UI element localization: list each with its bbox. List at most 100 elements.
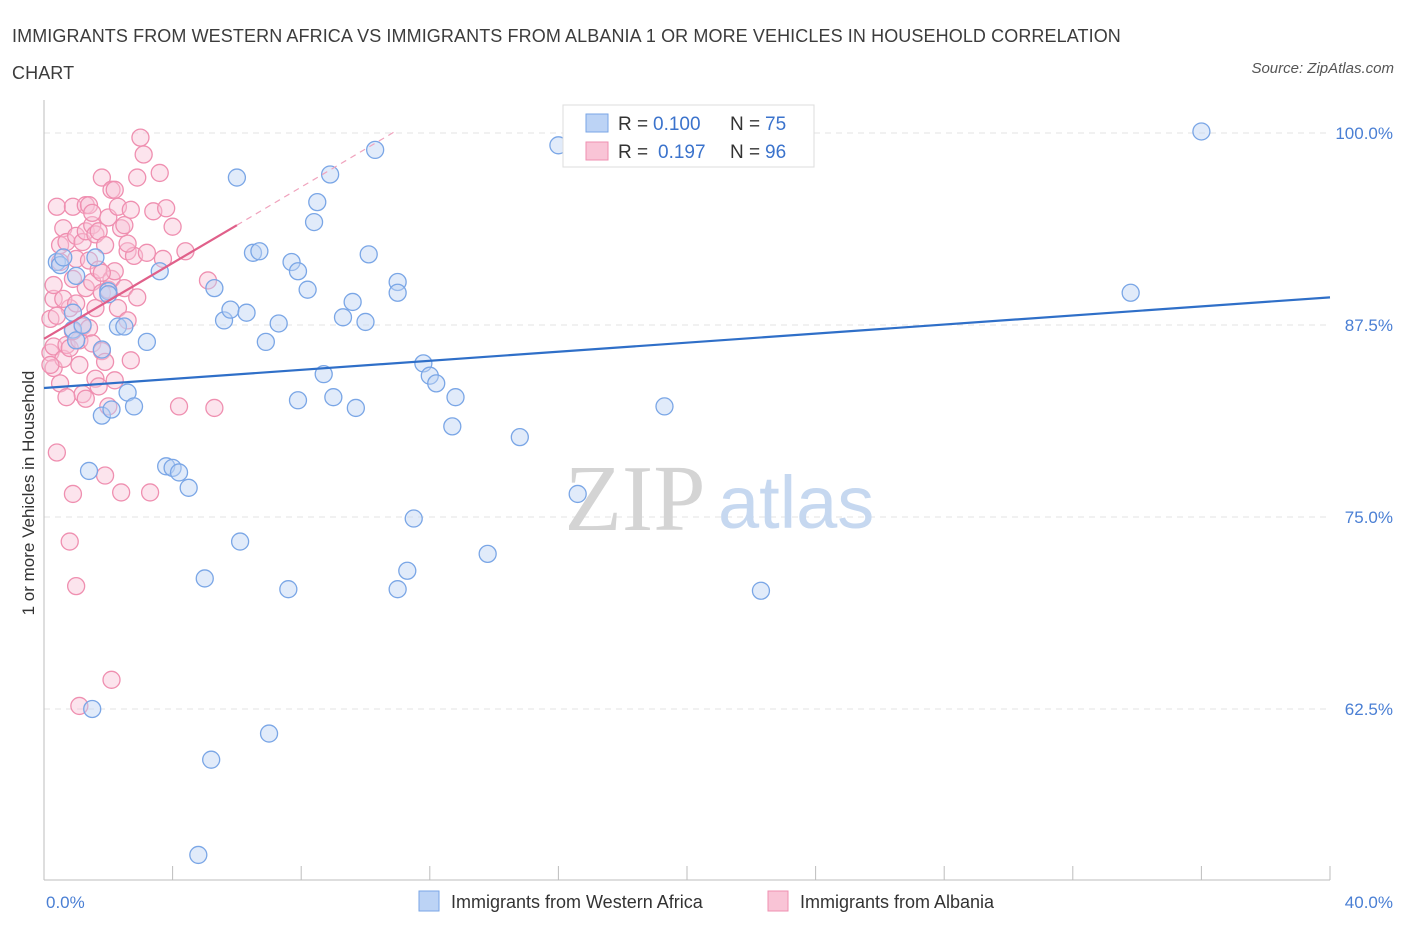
western-africa-point-38: [288, 391, 308, 410]
y-tick-label-0: 100.0%: [1335, 124, 1393, 143]
albania-point-69: [128, 288, 147, 307]
western-africa-point-15: [137, 332, 157, 352]
legend-r-label-2: R =: [618, 142, 648, 163]
albania-point-65: [121, 200, 140, 219]
legend-r-value-2: 0.197: [658, 142, 706, 163]
albania-point-4: [44, 358, 63, 378]
western-africa-point-68: [1121, 283, 1140, 302]
trend-lines: [43, 129, 1331, 390]
albania-point-60: [112, 483, 131, 502]
western-africa-point-37: [288, 262, 308, 281]
western-africa-point-39: [298, 280, 317, 299]
western-africa-point-5: [92, 340, 112, 359]
legend-r-label-1: R =: [618, 114, 648, 135]
albania-point-83: [41, 355, 60, 375]
western-africa-point-8: [102, 400, 121, 419]
albania-point-88: [83, 203, 102, 223]
albania-point-84: [44, 275, 63, 295]
western-africa-point-26: [221, 300, 240, 319]
western-africa-point-11: [83, 699, 102, 719]
western-africa-point-72: [86, 248, 105, 267]
western-africa-point-45: [333, 308, 353, 327]
albania-point-13: [57, 232, 76, 252]
albania-point-48: [95, 466, 115, 485]
albania-point-16: [60, 532, 79, 551]
western-africa-point-58: [427, 374, 446, 393]
albania-point-43: [89, 377, 108, 396]
western-africa-point-29: [237, 303, 256, 322]
western-africa-point-10: [79, 461, 99, 481]
western-africa-point-49: [359, 245, 378, 264]
legend-swatch-albania: [585, 141, 609, 161]
trend-line-albania: [43, 224, 238, 340]
western-africa-point-23: [202, 750, 221, 769]
western-africa-point-71: [67, 266, 86, 285]
western-africa-point-14: [124, 397, 144, 416]
legend-n-label-2: N =: [730, 142, 760, 163]
western-africa-point-24: [205, 278, 224, 298]
albania-point-47: [95, 235, 115, 255]
western-africa-point-52: [388, 283, 407, 302]
albania-point-72: [137, 243, 157, 262]
western-africa-point-69: [1192, 122, 1211, 141]
albania-point-82: [205, 398, 224, 418]
series-legend-swatch-western-africa: [418, 890, 440, 912]
albania-point-61: [115, 216, 134, 235]
western-africa-point-46: [343, 292, 362, 312]
albania-point-75: [150, 163, 169, 183]
watermark-zip: ZIP: [565, 447, 706, 551]
series-legend-label-albania: Immigrants from Albania: [800, 892, 995, 912]
western-africa-point-6: [92, 406, 112, 425]
axes: [43, 100, 1331, 881]
trend-line-albania-extension: [236, 129, 398, 226]
chart-source: Source: ZipAtlas.com: [1251, 60, 1394, 77]
western-africa-point-44: [324, 388, 343, 407]
legend-swatch-western-africa: [585, 113, 609, 133]
albania-point-79: [169, 397, 189, 416]
western-africa-point-12: [115, 317, 134, 336]
gridlines: [44, 132, 1330, 710]
y-tick-label-2: 75.0%: [1345, 508, 1393, 527]
chart-title: IMMIGRANTS FROM WESTERN AFRICA VS IMMIGR…: [12, 26, 1121, 83]
western-africa-point-67: [751, 581, 771, 600]
western-africa-point-54: [398, 561, 417, 580]
western-africa-point-55: [404, 509, 423, 528]
western-africa-point-27: [227, 168, 247, 187]
western-africa-point-25: [214, 311, 234, 330]
x-tick-label-max: 40.0%: [1345, 893, 1393, 912]
western-africa-point-22: [195, 569, 214, 588]
western-africa-point-70: [54, 248, 73, 267]
watermark: ZIP atlas: [565, 447, 875, 551]
albania-point-92: [47, 306, 67, 325]
y-axis-label: 1 or more Vehicles in Household: [19, 371, 38, 616]
y-tick-labels: 100.0% 87.5% 75.0% 62.5%: [1335, 124, 1393, 719]
albania-point-51: [99, 397, 118, 416]
watermark-atlas: atlas: [718, 461, 874, 544]
western-africa-point-35: [279, 580, 298, 599]
series-legend-swatch-albania: [767, 890, 789, 912]
y-tick-label-3: 62.5%: [1345, 700, 1393, 719]
trend-line-western-africa: [43, 296, 1331, 390]
western-africa-point-60: [446, 388, 465, 407]
western-africa-point-50: [365, 140, 385, 160]
western-africa-point-21: [189, 845, 208, 865]
albania-point-73: [140, 483, 160, 502]
albania-point-19: [63, 484, 83, 504]
western-africa-point-43: [320, 165, 340, 184]
series-legend: Immigrants from Western Africa Immigrant…: [418, 890, 995, 912]
western-africa-point-28: [230, 532, 250, 551]
albania-point-44: [92, 168, 112, 187]
albania-point-54: [102, 670, 121, 689]
western-africa-point-31: [250, 242, 269, 261]
albania-point-5: [47, 197, 67, 216]
albania-point-66: [121, 351, 140, 370]
legend-n-value-1: 75: [765, 114, 786, 135]
albania-point-71: [134, 145, 153, 164]
western-africa-point-19: [169, 463, 189, 482]
albania-point-91: [118, 234, 137, 253]
western-africa-point-9: [108, 317, 128, 336]
western-africa-point-3: [67, 331, 86, 350]
western-africa-point-42: [314, 365, 333, 384]
legend-n-label-1: N =: [730, 114, 760, 135]
